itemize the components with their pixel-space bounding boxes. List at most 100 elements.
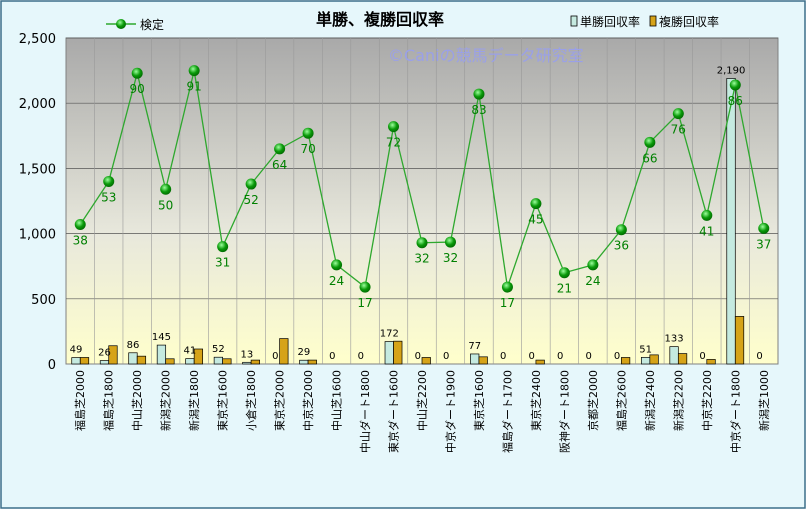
bar-win-label: 0 [614, 351, 620, 362]
line-point-label: 41 [699, 224, 714, 238]
line-point-label: 17 [500, 296, 515, 310]
bar-win-label: 29 [297, 347, 310, 358]
line-point-label: 86 [728, 94, 743, 108]
y-tick-label: 500 [31, 293, 56, 308]
line-point-label: 45 [528, 213, 543, 227]
bar-place [222, 358, 232, 365]
bar-win [299, 359, 309, 365]
bar-place [79, 357, 90, 365]
line-point [644, 136, 656, 148]
bar-win-label: 13 [241, 349, 254, 360]
bar-place [649, 354, 659, 365]
bar-win-label: 0 [272, 351, 278, 362]
bar-win [156, 344, 167, 365]
legend-label-line: 検定 [140, 17, 164, 32]
bar-place [165, 358, 175, 365]
line-point-label: 52 [243, 193, 258, 207]
bar-win-label: 145 [152, 332, 171, 343]
bar-place [706, 359, 716, 365]
line-point-label: 70 [300, 142, 315, 156]
x-tick-label: 中山芝1600 [331, 370, 344, 431]
line-point [302, 127, 314, 139]
line-point [188, 65, 200, 77]
line-point-label: 90 [130, 82, 145, 96]
line-point [245, 178, 257, 190]
line-point-label: 76 [671, 123, 686, 137]
x-tick-label: 中京芝2200 [700, 370, 714, 431]
line-point-label: 37 [756, 237, 771, 251]
x-tick-label: 東京芝1600 [472, 370, 486, 431]
line-point-label: 91 [187, 80, 202, 94]
bar-win-label: 0 [415, 351, 421, 362]
bar-win-label: 0 [358, 351, 364, 362]
x-tick-label: 中山芝2000 [131, 370, 144, 431]
line-point [615, 224, 627, 236]
line-point-label: 24 [329, 274, 344, 288]
x-tick-label: 福島芝2000 [73, 370, 87, 431]
x-tick-label: 東京芝2400 [529, 370, 543, 431]
x-tick-label: 福島ダート1700 [500, 370, 514, 453]
bar-win [213, 356, 223, 365]
line-point [160, 183, 172, 195]
legend-swatch-win [570, 15, 578, 27]
bar-win-label: 0 [585, 351, 591, 362]
line-point [416, 237, 428, 249]
bar-win-label: 51 [639, 344, 652, 355]
line-point-label: 31 [215, 256, 230, 270]
x-axis-ticks: 福島芝2000 福島芝1800 中山芝2000 新潟芝2000 新潟芝1800 東京芝16… [73, 370, 771, 453]
bar-place [279, 338, 289, 365]
line-point [758, 222, 770, 234]
x-tick-label: 中京芝2000 [301, 370, 315, 431]
line-point [558, 267, 570, 279]
bar-win-label: 49 [70, 345, 83, 356]
line-point-label: 72 [386, 136, 401, 150]
line-point-label: 36 [614, 239, 629, 253]
bar-win [669, 346, 679, 365]
bar-win-label: 0 [699, 351, 705, 362]
line-point-label: 66 [642, 151, 657, 165]
x-tick-label: 新潟芝1800 [187, 370, 201, 431]
y-axis-ticks: 0 500 1,000 1,500 2,000 2,500 [19, 32, 56, 373]
bar-win-label: 86 [127, 340, 140, 351]
bar-win-label: 0 [557, 351, 563, 362]
x-tick-label: 小倉芝1800 [244, 370, 258, 431]
x-tick-label: 阪神ダート1800 [557, 370, 571, 453]
bar-win-label: 0 [329, 351, 335, 362]
bar-win [726, 78, 736, 365]
line-point [672, 108, 684, 120]
y-tick-label: 2,000 [19, 97, 56, 112]
line-point [530, 198, 542, 210]
line-point-label: 64 [272, 158, 287, 172]
line-series: 38 53 90 50 91 31 52 64 70 24 17 72 32 32 83 17 45 21 24 36… [73, 65, 771, 310]
line-point-label: 53 [101, 190, 116, 204]
legend: 検定 単勝回収率 複勝回収率 [106, 14, 719, 32]
bar-win [242, 361, 252, 365]
x-tick-label: 東京芝2000 [273, 370, 287, 431]
y-tick-label: 2,500 [19, 32, 56, 47]
line-point-label: 38 [73, 233, 88, 247]
watermark-text: ©Caniの競馬データ研究室 [388, 46, 584, 65]
bar-win-label: 52 [212, 344, 225, 355]
line-point-label: 21 [557, 282, 572, 296]
bar-win [71, 357, 81, 365]
bar-win-label: 0 [528, 351, 534, 362]
x-tick-label: 福島芝2600 [614, 370, 628, 431]
x-tick-label: 新潟芝1000 [757, 370, 771, 431]
bars: 49 26 86 145 41 52 13 0 29 0 0 172 0 0 77 0 0 0 0 0 51 133 0 2,… [70, 65, 763, 365]
line-point [217, 241, 229, 253]
bar-win-label: 26 [98, 348, 111, 359]
x-tick-label: 中山芝2200 [416, 370, 429, 431]
line-point [388, 121, 400, 133]
x-tick-label: 中京ダート1800 [728, 370, 742, 453]
bar-place [136, 355, 147, 365]
x-tick-label: 福島芝1800 [102, 370, 116, 431]
line-point [331, 259, 343, 271]
legend-line-dot [116, 19, 126, 29]
line-point [359, 281, 371, 293]
bar-place [108, 345, 118, 365]
x-tick-label: 東京芝1600 [216, 370, 230, 431]
line-point-label: 50 [158, 198, 173, 212]
bar-place [535, 359, 545, 365]
bar-place [421, 357, 431, 365]
bar-win-label: 0 [443, 351, 449, 362]
